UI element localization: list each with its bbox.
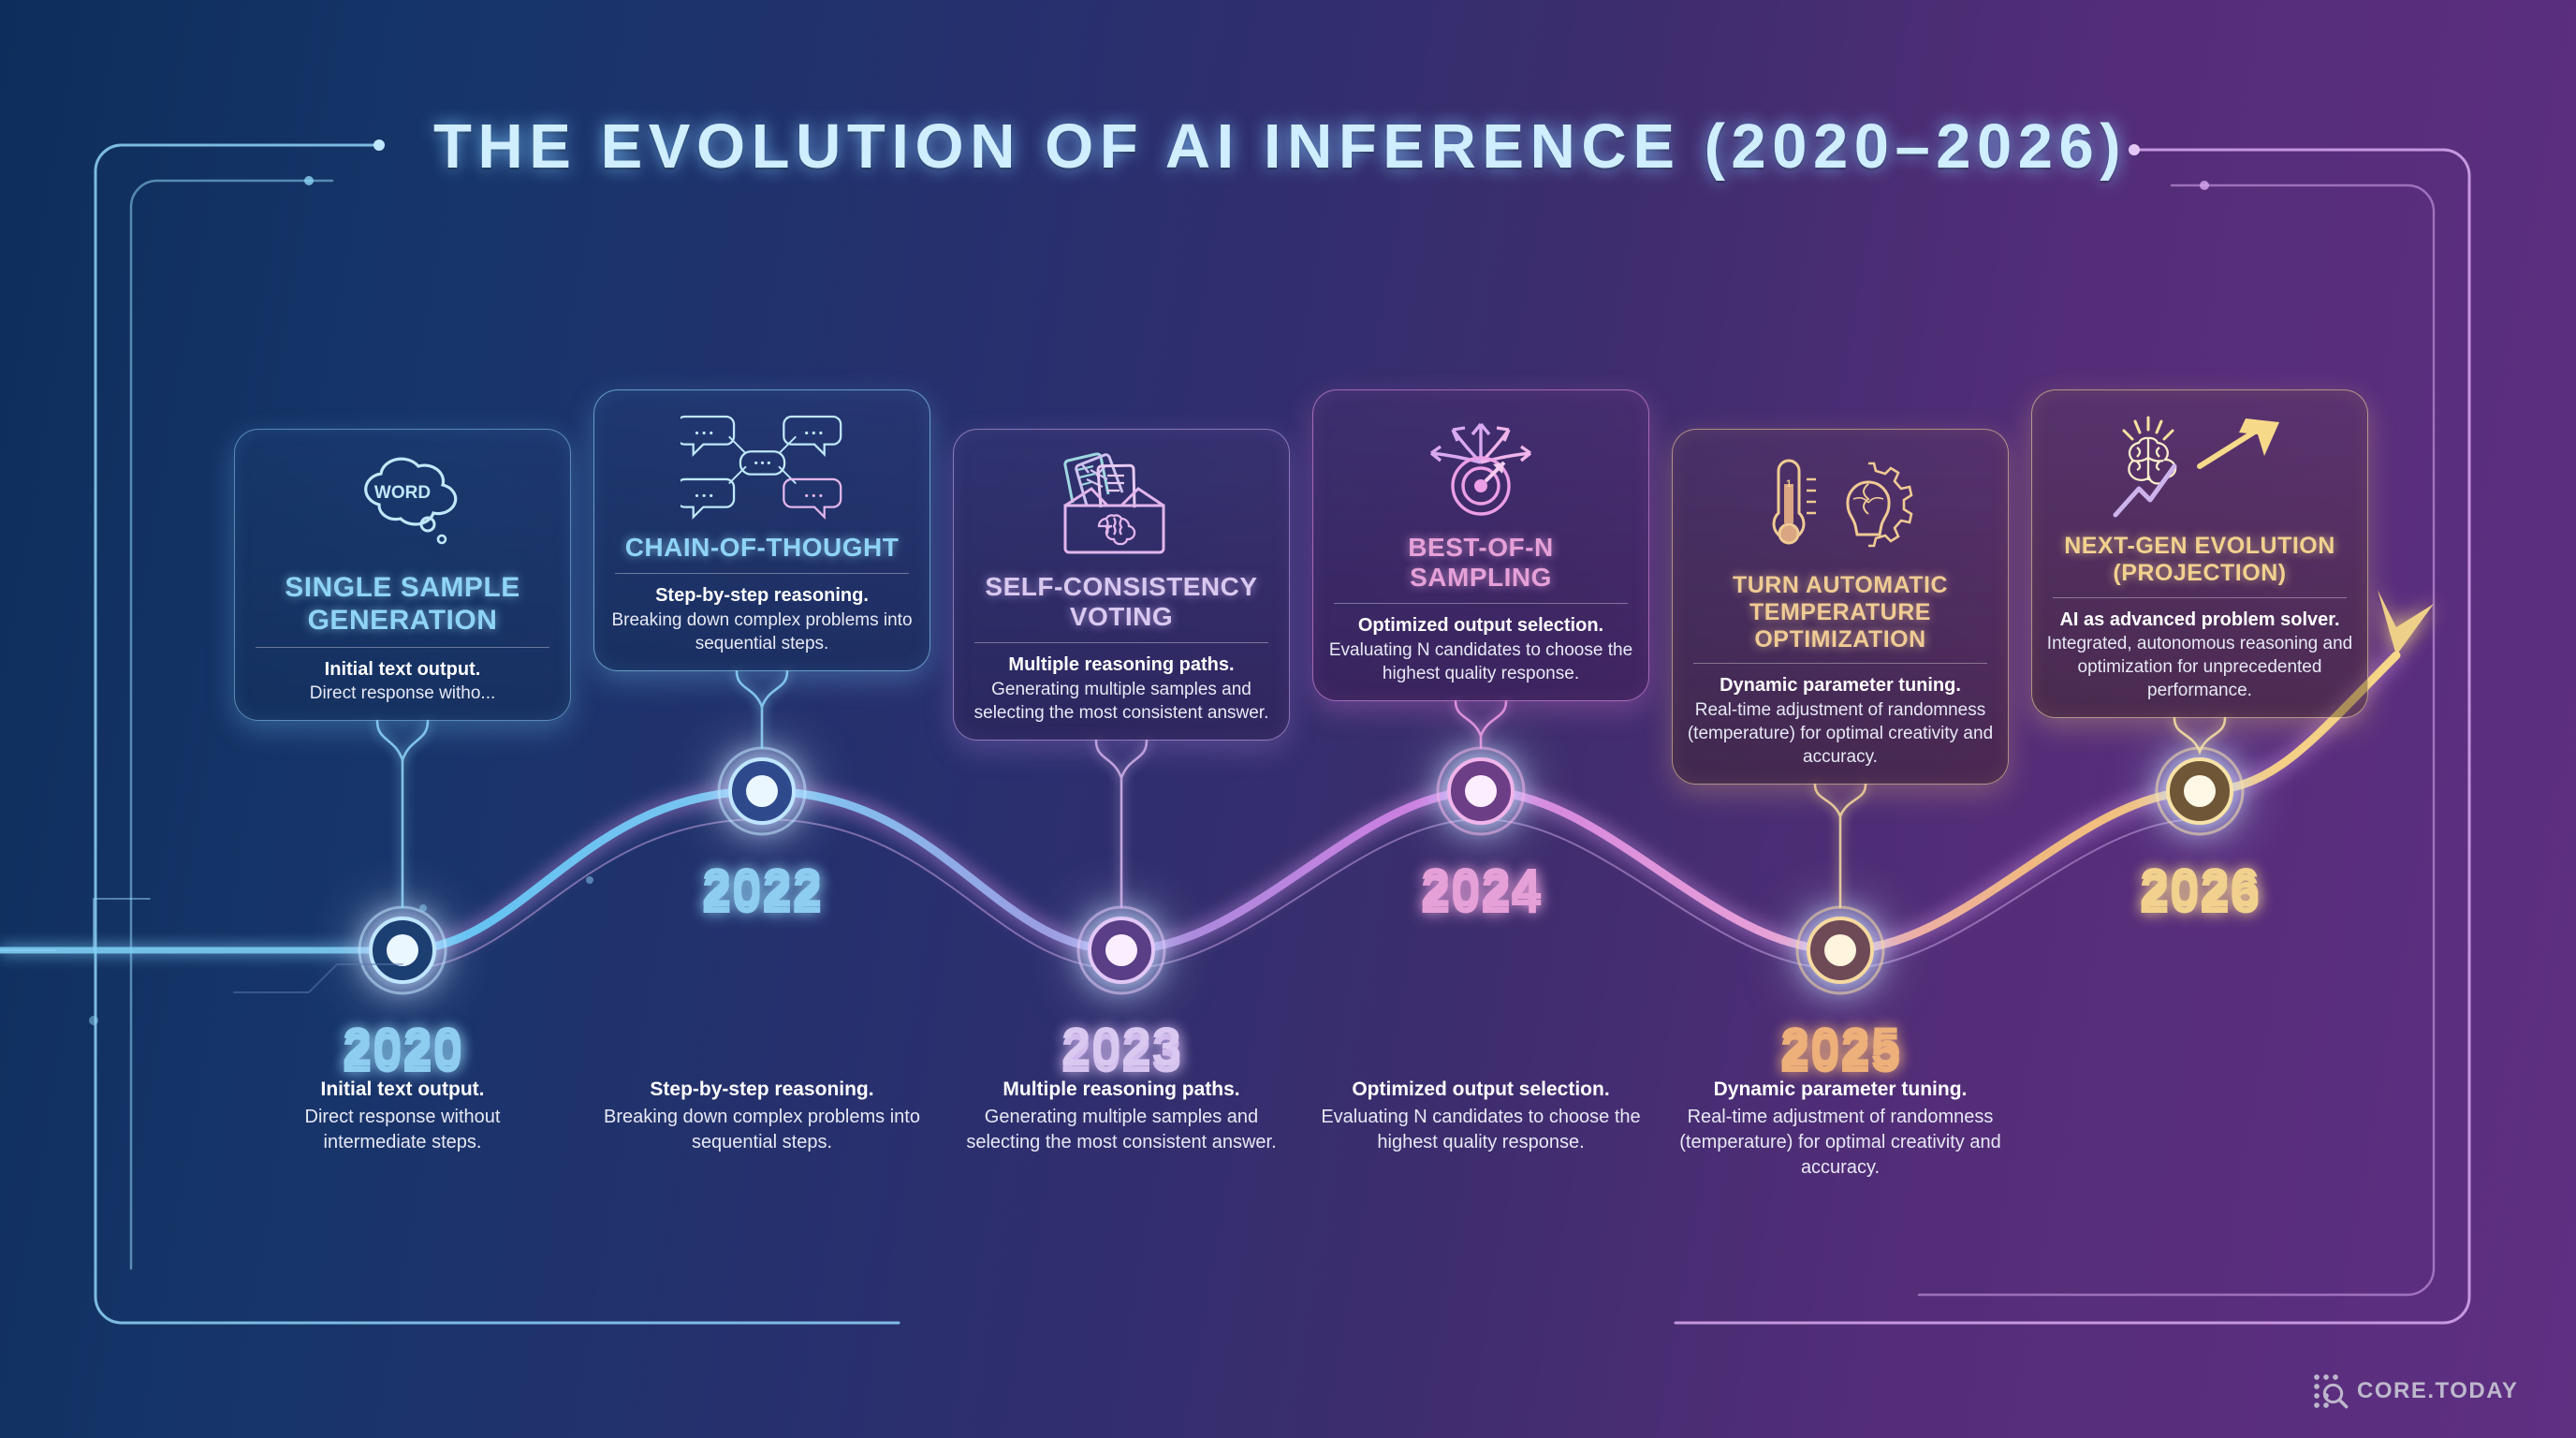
svg-text:1: 1 [1785,478,1791,490]
svg-text:WORD: WORD [374,483,431,503]
